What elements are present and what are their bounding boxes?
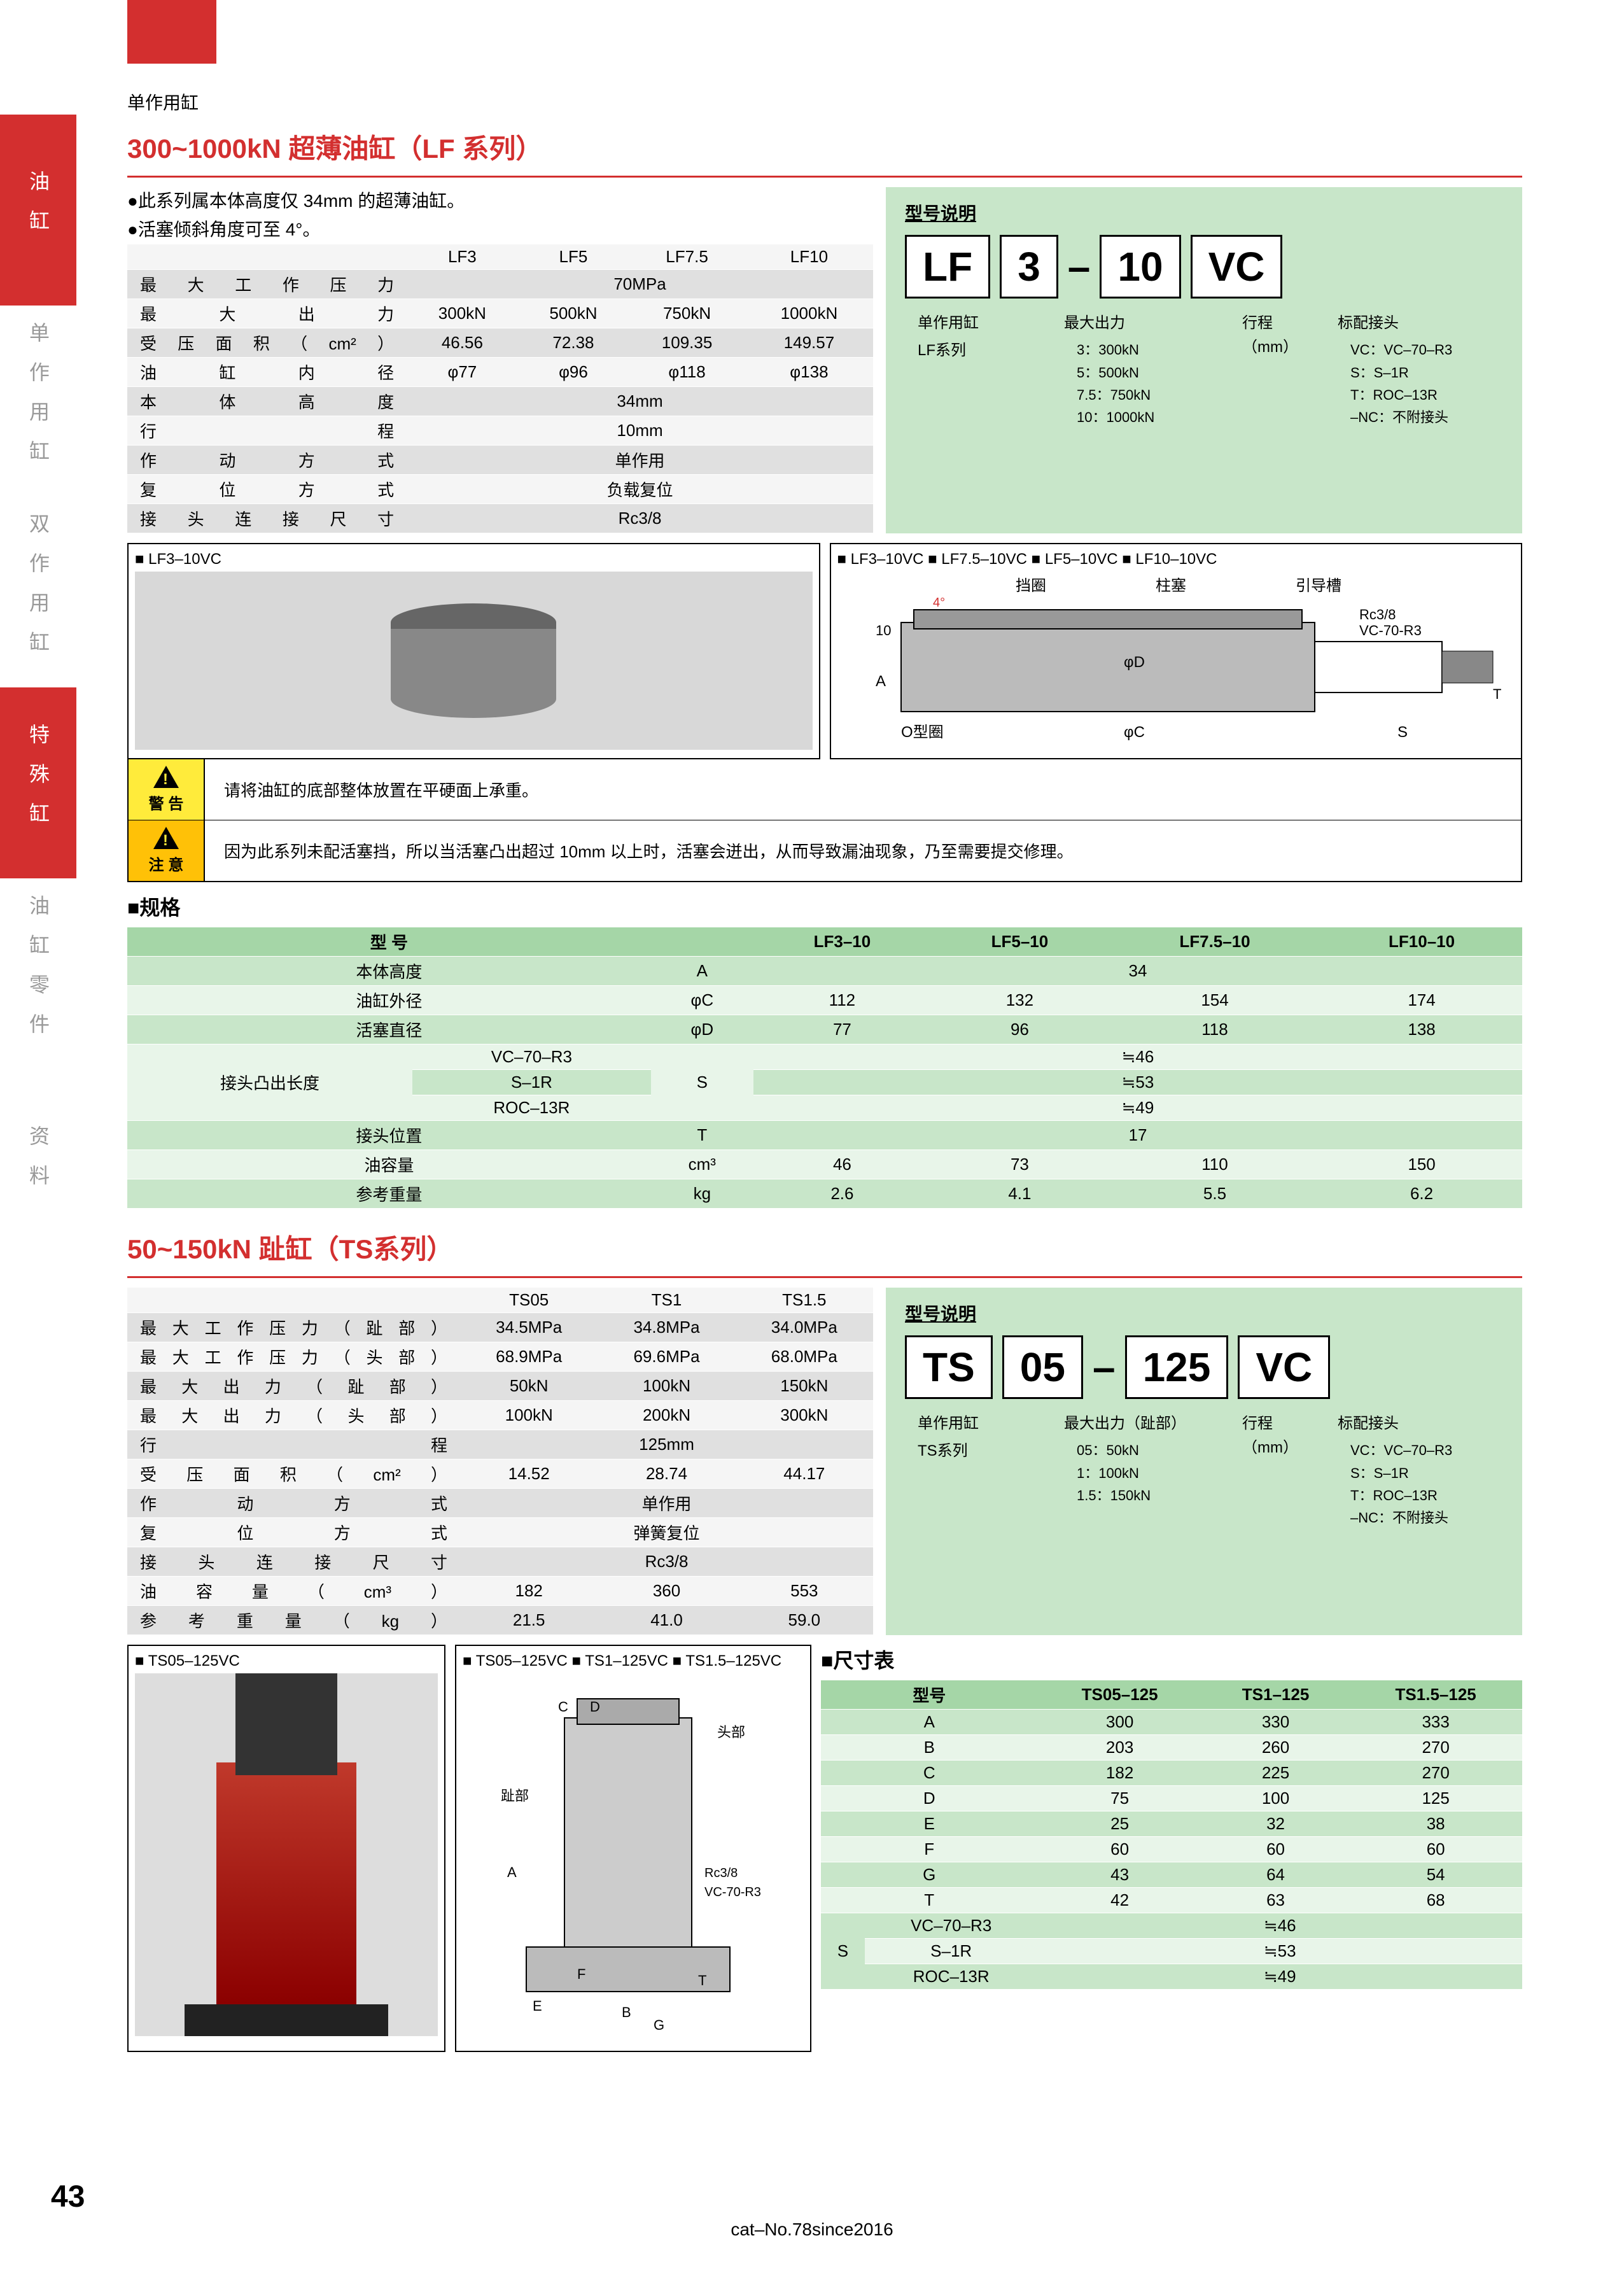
warning-text: 请将油缸的底部整体放置在平硬面上承重。 bbox=[205, 759, 1521, 820]
model-dash-2: – bbox=[1093, 1344, 1116, 1391]
section2-diagram: ■ TS05–125VC ■ TS1–125VC ■ TS1.5–125VC 趾… bbox=[455, 1645, 811, 2052]
bullet-1: ●此系列属本体高度仅 34mm 的超薄油缸。 bbox=[127, 187, 873, 213]
svg-text:B: B bbox=[622, 2004, 631, 2020]
dim-table-heading: ■尺寸表 bbox=[821, 1645, 1522, 1674]
warning-label: 警 告 bbox=[129, 759, 205, 820]
model-dash-1: – bbox=[1068, 243, 1091, 290]
svg-text:S: S bbox=[1397, 724, 1408, 741]
product-label-1: ■ LF3–10VC bbox=[135, 551, 813, 568]
section1-divider bbox=[127, 176, 1522, 178]
svg-text:Rc3/8: Rc3/8 bbox=[1359, 607, 1396, 622]
model-box-vc2: VC bbox=[1238, 1335, 1330, 1399]
section2-model-panel: 型号说明 TS 05 – 125 VC 单作用缸 TS系列 最大出力（趾部） 0… bbox=[886, 1288, 1522, 1635]
section2-title: 50~150kN 趾缸（TS系列） bbox=[127, 1228, 1522, 1267]
bullet-2: ●活塞倾斜角度可至 4°。 bbox=[127, 216, 873, 241]
side-tab-special[interactable]: 特殊缸 bbox=[0, 687, 76, 878]
page: 油缸 单作用缸 双作用缸 特殊缸 油缸零件 资料 单作用缸 300~1000kN… bbox=[0, 0, 1624, 2278]
svg-text:VC-70-R3: VC-70-R3 bbox=[1359, 622, 1422, 638]
product-label-2: ■ TS05–125VC bbox=[135, 1652, 438, 1670]
model-title-1: 型号说明 bbox=[905, 200, 1503, 225]
svg-text:10: 10 bbox=[876, 622, 891, 638]
caution-triangle-icon bbox=[153, 827, 179, 849]
svg-text:趾部: 趾部 bbox=[501, 1788, 529, 1804]
svg-text:A: A bbox=[876, 673, 886, 690]
svg-text:A: A bbox=[507, 1864, 517, 1880]
main-content: 单作用缸 300~1000kN 超薄油缸（LF 系列） ●此系列属本体高度仅 3… bbox=[127, 76, 1522, 2052]
warning-triangle-icon bbox=[153, 766, 179, 788]
section1-spec2-table: 型 号LF3–10LF5–10LF7.5–10LF10–10 本体高度A34 油… bbox=[127, 927, 1522, 1209]
section1-diagram: ■ LF3–10VC ■ LF7.5–10VC ■ LF5–10VC ■ LF1… bbox=[830, 543, 1523, 759]
svg-text:VC-70-R3: VC-70-R3 bbox=[704, 1885, 761, 1899]
svg-text:G: G bbox=[654, 2017, 664, 2033]
svg-text:头部: 头部 bbox=[717, 1724, 745, 1740]
side-tab-double[interactable]: 双作用缸 bbox=[0, 496, 76, 687]
side-tab-single[interactable]: 单作用缸 bbox=[0, 306, 76, 496]
svg-text:C: C bbox=[558, 1699, 568, 1715]
footer-text: cat–No.78since2016 bbox=[0, 2219, 1624, 2240]
model-box-vc: VC bbox=[1191, 235, 1283, 299]
red-cylinder-icon bbox=[216, 1762, 356, 2004]
caution-label: 注 意 bbox=[129, 820, 205, 881]
diagram-labels-2: ■ TS05–125VC ■ TS1–125VC ■ TS1.5–125VC bbox=[463, 1652, 804, 1670]
svg-text:φD: φD bbox=[1124, 654, 1145, 671]
page-number: 43 bbox=[51, 2179, 85, 2214]
svg-text:F: F bbox=[577, 1966, 585, 1982]
cross-section-diagram: 挡圈 柱塞 引导槽 Rc3/8 VC-70-R3 O型圈 φD φC S A 1… bbox=[837, 572, 1515, 750]
side-tab-cylinder[interactable]: 油缸 bbox=[0, 115, 76, 306]
svg-text:引导槽: 引导槽 bbox=[1296, 577, 1341, 594]
side-tabs: 油缸 单作用缸 双作用缸 特殊缸 油缸零件 资料 bbox=[0, 115, 76, 1260]
svg-text:O型圈: O型圈 bbox=[901, 724, 944, 741]
model-box-lf: LF bbox=[905, 235, 990, 299]
ts-cross-section: 趾部 头部 Rc3/8 VC-70-R3 A B C D E F G T bbox=[463, 1673, 804, 2042]
spec2-heading: ■规格 bbox=[127, 892, 1522, 921]
svg-text:D: D bbox=[590, 1699, 600, 1715]
model-title-2: 型号说明 bbox=[905, 1300, 1503, 1326]
section1-title: 300~1000kN 超薄油缸（LF 系列） bbox=[127, 127, 1522, 166]
section2-dim-table: 型号TS05–125TS1–125TS1.5–125 A300330333 B2… bbox=[821, 1680, 1522, 1990]
svg-text:4°: 4° bbox=[933, 596, 945, 610]
top-red-block bbox=[127, 0, 216, 64]
svg-text:T: T bbox=[698, 1972, 706, 1988]
section2-divider bbox=[127, 1276, 1522, 1278]
svg-text:柱塞: 柱塞 bbox=[1156, 577, 1186, 594]
svg-text:φC: φC bbox=[1124, 724, 1145, 741]
model-box-05: 05 bbox=[1002, 1335, 1083, 1399]
model-box-10: 10 bbox=[1100, 235, 1180, 299]
caution-text: 因为此系列未配活塞挡，所以当活塞凸出超过 10mm 以上时，活塞会迸出，从而导致… bbox=[205, 820, 1521, 881]
model-box-125: 125 bbox=[1125, 1335, 1229, 1399]
model-box-3: 3 bbox=[1000, 235, 1058, 299]
section1-spec-table: LF3LF5LF7.5LF10 最大工作压力70MPa 最大出力300kN500… bbox=[127, 244, 873, 533]
section1-model-panel: 型号说明 LF 3 – 10 VC 单作用缸 LF系列 最大出力 3：300kN bbox=[886, 187, 1522, 533]
breadcrumb: 单作用缸 bbox=[127, 89, 1522, 115]
diagram-labels-1: ■ LF3–10VC ■ LF7.5–10VC ■ LF5–10VC ■ LF1… bbox=[837, 551, 1515, 568]
model-box-ts: TS bbox=[905, 1335, 993, 1399]
svg-text:Rc3/8: Rc3/8 bbox=[704, 1866, 738, 1880]
section2-product-image: ■ TS05–125VC bbox=[127, 1645, 445, 2052]
side-tab-data[interactable]: 资料 bbox=[0, 1069, 76, 1260]
section1-product-image: ■ LF3–10VC bbox=[127, 543, 820, 759]
side-tab-parts[interactable]: 油缸零件 bbox=[0, 878, 76, 1069]
svg-text:挡圈: 挡圈 bbox=[1016, 577, 1046, 594]
cylinder-icon bbox=[391, 603, 556, 718]
section2-spec-table: TS05TS1TS1.5 最大工作压力（趾部）34.5MPa34.8MPa34.… bbox=[127, 1288, 873, 1635]
svg-text:E: E bbox=[533, 1998, 542, 2014]
svg-text:T: T bbox=[1493, 686, 1501, 702]
